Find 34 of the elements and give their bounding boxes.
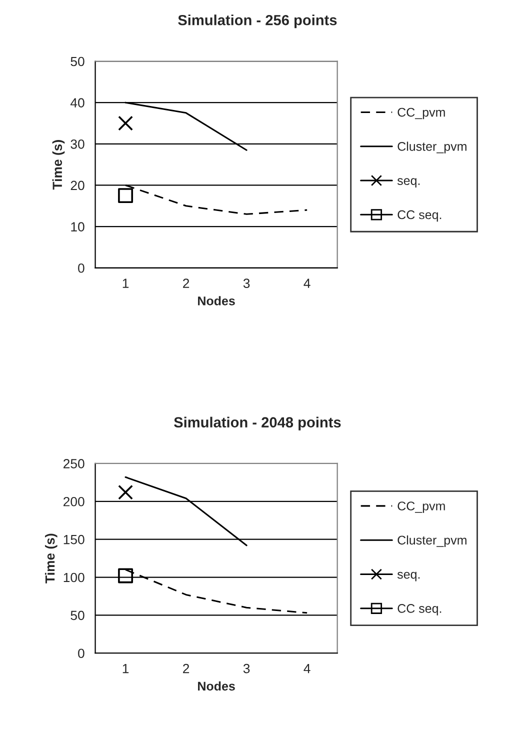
y-tick-label: 100 <box>64 572 84 582</box>
y-tick-label: 50 <box>70 56 84 66</box>
y-axis-title: Time (s) <box>52 140 65 190</box>
y-tick-label: 10 <box>71 222 84 232</box>
y-tick-label: 0 <box>78 648 84 658</box>
chart-title: Simulation - 256 points <box>178 14 337 28</box>
y-tick-label: 0 <box>78 263 84 273</box>
legend-label: CC_pvm <box>398 108 445 120</box>
x-tick-label: 2 <box>183 664 190 674</box>
y-tick-label: 200 <box>64 496 84 506</box>
y-axis-title: Time (s) <box>44 534 58 584</box>
legend-label: seq. <box>397 178 420 188</box>
legend-label: CC_pvm <box>398 502 445 513</box>
y-tick-label: 50 <box>70 610 84 620</box>
legend-label: CC seq. <box>398 210 442 222</box>
x-axis-title: Nodes <box>198 296 235 306</box>
x-tick-label: 4 <box>304 664 310 674</box>
y-tick-label: 250 <box>64 459 84 468</box>
legend-label: CC seq. <box>398 604 442 616</box>
x-axis-title: Nodes <box>198 681 235 691</box>
y-tick-label: 20 <box>70 180 84 190</box>
chart-title: Simulation - 2048 points <box>174 416 341 430</box>
y-tick-label: 40 <box>70 98 84 108</box>
x-tick-label: 4 <box>304 278 310 288</box>
legend-label: Cluster_pvm <box>398 535 466 548</box>
x-tick-label: 1 <box>122 664 129 674</box>
x-tick-label: 2 <box>183 278 190 288</box>
x-tick-label: 3 <box>243 278 250 288</box>
legend-label: seq. <box>397 572 420 582</box>
x-tick-label: 3 <box>243 664 250 674</box>
y-tick-label: 30 <box>70 139 84 149</box>
x-tick-label: 1 <box>122 278 129 288</box>
legend-label: Cluster_pvm <box>398 142 466 154</box>
y-tick-label: 150 <box>64 534 84 544</box>
